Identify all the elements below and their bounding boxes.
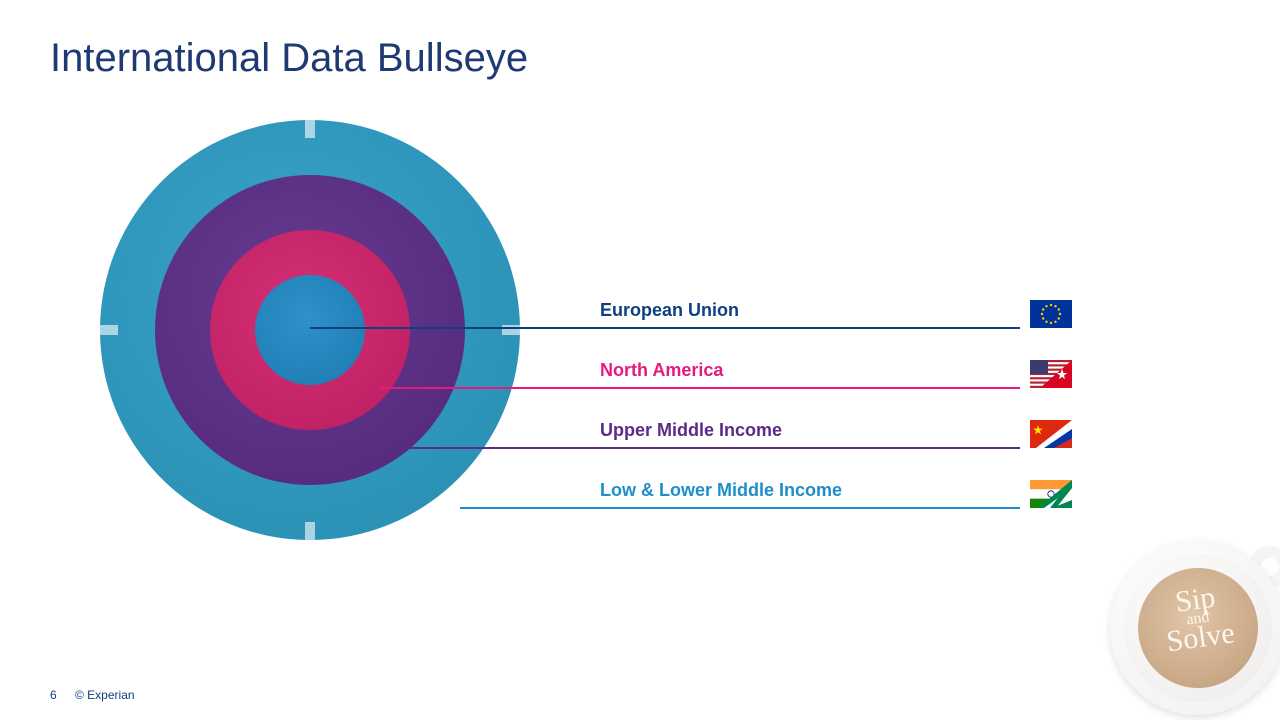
leader-line-3 [460,507,1020,509]
page-number: 6 [50,688,57,702]
legend-label-2: Upper Middle Income [600,420,782,441]
flag-cn-ru [1030,420,1072,448]
page-title: International Data Bullseye [50,36,528,81]
flag-eu [1030,300,1072,328]
bullseye-tick-2 [100,325,118,335]
slide: International Data Bullseye European Uni… [0,0,1280,720]
bullseye-ring-3 [255,275,365,385]
leader-line-1 [380,387,1020,389]
legend-label-0: European Union [600,300,739,321]
legend-label-1: North America [600,360,723,381]
bullseye-tick-0 [305,120,315,138]
coffee-cup: SipandSolve [1110,540,1280,715]
flag-in-ng [1030,480,1072,508]
leader-line-2 [410,447,1020,449]
leader-line-0 [310,327,1020,329]
copyright: © Experian [75,688,135,702]
bullseye-tick-1 [305,522,315,540]
legend-label-3: Low & Lower Middle Income [600,480,842,501]
flag-us-ca [1030,360,1072,388]
